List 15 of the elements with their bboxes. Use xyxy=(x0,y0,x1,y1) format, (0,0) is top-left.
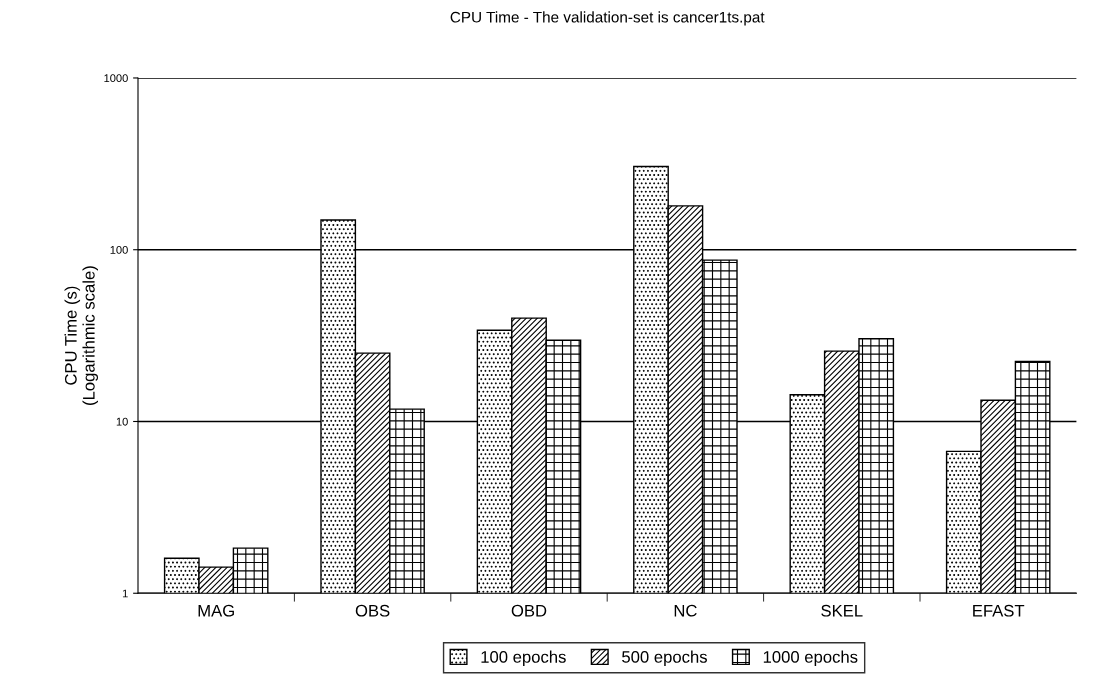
y-tick-label: 1000 xyxy=(104,74,128,83)
legend-label: 500 epochs xyxy=(622,650,707,667)
x-tick-label: OBS xyxy=(355,604,390,617)
x-tick-label: SKEL xyxy=(821,604,863,617)
y-tick-label: 1 xyxy=(122,589,128,598)
x-tick-label: NC xyxy=(674,604,697,617)
y-axis-title: CPU Time (s) (Logarithmic scale) xyxy=(64,266,99,405)
x-tick-label: OBD xyxy=(511,604,547,617)
chart-title: CPU Time - The validation-set is cancer1ts.pat xyxy=(450,11,765,26)
x-tick-label: EFAST xyxy=(973,604,1025,617)
x-tick-label: MAG xyxy=(198,604,234,617)
legend-label: 1000 epochs xyxy=(763,650,858,667)
y-tick-label: 100 xyxy=(110,246,128,254)
y-tick-label: 10 xyxy=(116,417,128,426)
legend-label: 100 epochs xyxy=(481,650,566,667)
